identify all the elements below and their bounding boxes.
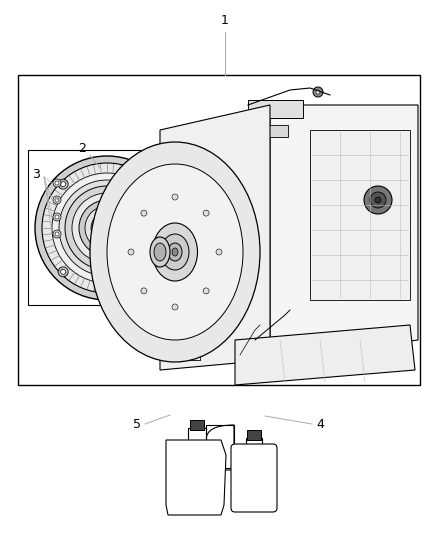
Polygon shape [270, 105, 418, 360]
Text: 4: 4 [316, 417, 324, 431]
Circle shape [172, 194, 178, 200]
Bar [170, 496, 222, 500]
Text: 1: 1 [221, 13, 229, 27]
Bar [268, 125, 288, 137]
Circle shape [97, 218, 117, 238]
Ellipse shape [152, 223, 198, 281]
Circle shape [53, 196, 61, 204]
Circle shape [203, 288, 209, 294]
Circle shape [59, 180, 155, 276]
Ellipse shape [168, 243, 182, 261]
Polygon shape [160, 105, 270, 370]
Bar [238, 458, 270, 490]
Text: MaxPro: MaxPro [243, 478, 263, 482]
Circle shape [250, 120, 260, 130]
Circle shape [35, 156, 179, 300]
Circle shape [60, 269, 66, 274]
Circle shape [52, 173, 162, 283]
Text: 3: 3 [32, 168, 40, 182]
Ellipse shape [107, 164, 243, 340]
Text: 5: 5 [133, 417, 141, 431]
Circle shape [141, 288, 147, 294]
Circle shape [364, 186, 392, 214]
Circle shape [313, 87, 323, 97]
Circle shape [58, 179, 68, 189]
Circle shape [53, 179, 61, 187]
Bar [248, 100, 303, 118]
Circle shape [72, 193, 142, 263]
Circle shape [58, 267, 68, 277]
Circle shape [53, 213, 61, 221]
Circle shape [79, 200, 135, 256]
Circle shape [316, 90, 320, 94]
Bar [268, 340, 288, 352]
Circle shape [55, 181, 59, 185]
Circle shape [203, 210, 209, 216]
Circle shape [172, 304, 178, 310]
Circle shape [128, 249, 134, 255]
Bar [170, 460, 222, 498]
Circle shape [85, 206, 129, 250]
Circle shape [55, 215, 59, 219]
Circle shape [55, 198, 59, 202]
Ellipse shape [90, 142, 260, 362]
Bar [310, 130, 410, 300]
Text: 2: 2 [78, 141, 86, 155]
Circle shape [146, 179, 156, 189]
Circle shape [216, 249, 222, 255]
Polygon shape [166, 440, 226, 515]
Bar [28, 150, 183, 305]
Circle shape [148, 182, 153, 187]
Bar [18, 75, 420, 385]
Circle shape [91, 212, 123, 244]
Circle shape [102, 223, 112, 233]
Circle shape [65, 186, 149, 270]
Bar [246, 438, 262, 450]
Ellipse shape [172, 248, 178, 256]
Ellipse shape [154, 243, 166, 261]
Ellipse shape [161, 234, 189, 270]
FancyBboxPatch shape [231, 444, 277, 512]
Circle shape [42, 163, 172, 293]
Text: Ω: Ω [192, 470, 200, 480]
Circle shape [53, 230, 61, 238]
Circle shape [217, 127, 223, 133]
Bar [188, 428, 206, 442]
Circle shape [141, 210, 147, 216]
Circle shape [148, 269, 153, 274]
Text: MaxPro: MaxPro [184, 486, 208, 490]
Ellipse shape [150, 237, 170, 267]
Bar [247, 430, 261, 440]
Circle shape [370, 192, 386, 208]
Circle shape [213, 123, 227, 137]
Bar [190, 420, 204, 430]
Polygon shape [235, 325, 415, 385]
Circle shape [55, 232, 59, 236]
Text: Ω: Ω [249, 464, 257, 472]
Bar [238, 488, 270, 492]
Circle shape [146, 267, 156, 277]
Circle shape [375, 197, 381, 203]
Circle shape [60, 182, 66, 187]
